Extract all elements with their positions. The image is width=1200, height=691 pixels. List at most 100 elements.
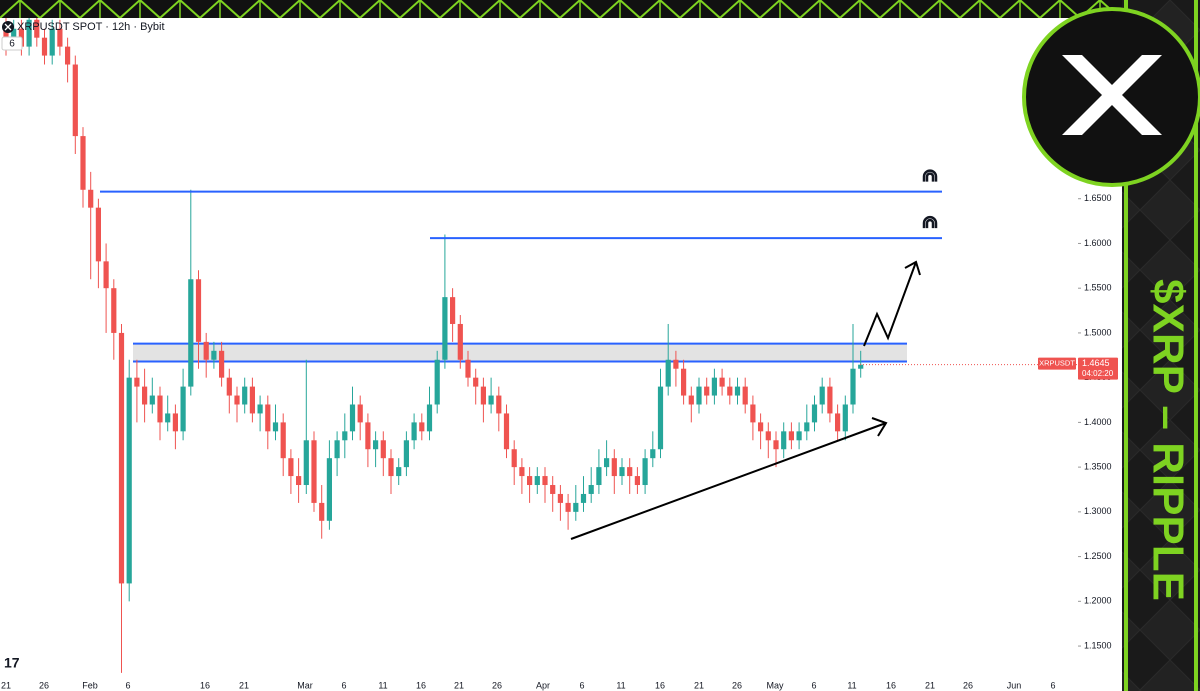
candle-body — [711, 377, 717, 396]
candle-body — [473, 377, 479, 387]
header: XRPUSDT SPOT · 12h · Bybit 6 — [1, 21, 165, 51]
candle-body — [57, 28, 63, 47]
candle-body — [573, 502, 579, 512]
y-tick-label: 1.5000 — [1084, 327, 1112, 337]
candle-body — [403, 440, 409, 468]
candle-body — [850, 368, 856, 405]
x-tick-label: 16 — [200, 680, 210, 690]
x-tick-label: 16 — [655, 680, 665, 690]
candle-body — [704, 386, 710, 396]
candle-body — [665, 359, 671, 387]
x-tick-label: 6 — [125, 680, 130, 690]
x-tick-label: 21 — [239, 680, 249, 690]
x-tick-label: 11 — [847, 680, 856, 690]
candle-body — [373, 440, 379, 450]
candle-body — [696, 386, 702, 405]
candle-body — [65, 46, 71, 65]
candle-body — [226, 377, 232, 396]
candle-body — [796, 431, 802, 441]
candle-body — [819, 386, 825, 405]
candle-body — [519, 467, 525, 477]
candle-body — [511, 449, 517, 468]
candle-body — [219, 350, 225, 378]
candle-body — [627, 467, 633, 477]
breakout-arrow — [863, 260, 921, 347]
trend-arrow — [570, 417, 888, 540]
candle-body — [26, 19, 32, 47]
candle-body — [211, 350, 217, 360]
candle-body — [180, 386, 186, 432]
candle-body — [257, 404, 263, 414]
x-tick-label: 21 — [694, 680, 704, 690]
x-tick-label: 6 — [811, 680, 816, 690]
candle-body — [488, 395, 494, 405]
candle-body — [588, 485, 594, 494]
candle-body — [596, 467, 602, 486]
candle-body — [534, 476, 540, 486]
magnet-icon — [922, 169, 938, 182]
plot-area: 1.15001.20001.25001.30001.35001.40001.45… — [1, 10, 1118, 690]
candle-body — [203, 341, 209, 360]
price-tag-text: 1.4645 — [1082, 358, 1110, 368]
y-tick-label: 1.3500 — [1084, 461, 1112, 471]
magnet-icon — [922, 215, 938, 229]
candle-body — [542, 476, 548, 486]
candle-body — [80, 136, 86, 190]
x-tick-label: 16 — [416, 680, 426, 690]
x-tick-label: Jun — [1007, 680, 1022, 690]
candle-body — [557, 493, 563, 503]
x-tick-label: May — [766, 680, 784, 690]
y-tick-label: 1.6000 — [1084, 238, 1112, 248]
countdown: 04:02:20 — [1082, 369, 1114, 378]
candle-body — [126, 377, 132, 584]
price-tag — [1078, 357, 1118, 380]
candle-body — [580, 493, 587, 503]
candle-body — [734, 386, 741, 396]
candle-body — [242, 386, 248, 405]
logo — [1022, 7, 1200, 187]
candle-body — [727, 386, 733, 396]
y-tick-label: 1.2000 — [1084, 596, 1112, 606]
candle-body — [642, 458, 648, 486]
candle-body — [457, 323, 463, 360]
candle-body — [265, 404, 271, 432]
candle-body — [280, 422, 286, 459]
candle-body — [650, 449, 656, 459]
candle-body — [657, 386, 664, 450]
candle-body — [465, 359, 471, 378]
zone — [133, 343, 907, 362]
symbol-title: XRPUSDT SPOT · 12h · Bybit — [17, 21, 165, 33]
candle-body — [411, 422, 417, 441]
candle-body — [619, 467, 625, 477]
candle-body — [858, 364, 864, 369]
candle-body — [95, 207, 101, 262]
candle-body — [480, 386, 486, 405]
candle-body — [49, 28, 55, 56]
candle-body — [365, 422, 371, 450]
x-tick-label: 16 — [886, 680, 896, 690]
candle-body — [688, 395, 694, 405]
x-tick-label: Feb — [82, 680, 98, 690]
x-tick-label: 11 — [378, 680, 387, 690]
side-title: $XRP – RIPPLE — [1143, 279, 1192, 601]
x-tick-label: 21 — [1, 680, 11, 690]
candle-body — [118, 332, 125, 584]
candle-body — [842, 404, 848, 432]
candle-body — [103, 261, 109, 289]
x-tick-label: 21 — [925, 680, 935, 690]
candle-body — [503, 413, 510, 450]
candle-body — [426, 404, 433, 432]
symbol-tag-text: XRPUSDT — [1039, 359, 1075, 368]
x-tick-label: 11 — [616, 680, 625, 690]
candle-body — [334, 440, 340, 459]
x-tick-label: Apr — [536, 680, 550, 690]
x-tick-label: 6 — [579, 680, 584, 690]
candle-body — [3, 28, 9, 38]
candle-body — [88, 189, 94, 208]
candle-body — [835, 413, 841, 432]
candle-body — [234, 395, 240, 405]
candle-body — [157, 395, 163, 423]
candle-body — [804, 422, 810, 432]
candle-body — [496, 395, 502, 414]
candle-body — [758, 422, 764, 432]
